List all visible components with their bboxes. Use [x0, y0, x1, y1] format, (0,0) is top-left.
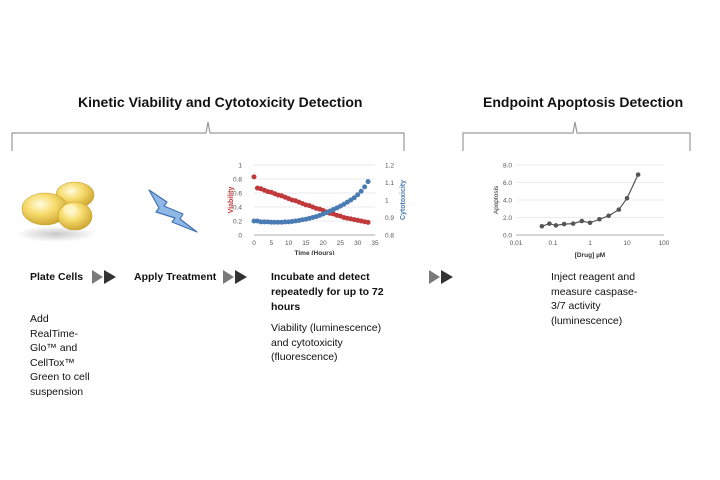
cytotoxicity-point — [268, 219, 274, 225]
cells-icon — [16, 181, 96, 242]
y-tick-label: 6.0 — [503, 180, 512, 187]
cytotoxicity-point — [351, 195, 357, 201]
y-tick-label-left: 1 — [238, 163, 242, 170]
y-axis-title-right: Cytotoxicity — [400, 180, 407, 220]
viability-point — [251, 174, 257, 180]
inject-desc: Inject reagent and measure caspase- 3/7 … — [551, 271, 638, 327]
cytotoxicity-point — [258, 219, 264, 225]
x-tick-label: 0.01 — [510, 240, 523, 247]
endpoint-brace — [462, 121, 691, 151]
y-tick-label-left: 0.8 — [233, 177, 242, 184]
y-tick-label: 0.0 — [503, 233, 512, 240]
y-tick-label-right: 1 — [385, 198, 389, 205]
x-tick-label: 15 — [302, 240, 310, 247]
viability-point — [365, 219, 371, 225]
y-axis-title-left: Viability — [228, 187, 235, 214]
x-axis-title: [Drug] µM — [575, 252, 605, 259]
kinetic-chart: 0 0.2 0.4 0.6 0.8 1 0.8 0.9 1 1.1 1.2 0 5 10 15 20 25 30 3… — [228, 163, 407, 256]
y-tick-label: 2.0 — [503, 215, 512, 222]
incubate-label: Incubate and detect repeatedly for up to… — [271, 271, 384, 313]
apoptosis-point — [553, 223, 559, 228]
double-arrow-icon — [223, 270, 247, 284]
x-tick-label: 10 — [623, 240, 631, 247]
y-tick-label-right: 1.1 — [385, 180, 394, 187]
y-tick-label: 4.0 — [503, 198, 512, 205]
x-axis-title: Time (Hours) — [295, 250, 335, 255]
y-tick-label-right: 0.9 — [385, 215, 394, 222]
cytotoxicity-point — [272, 219, 278, 225]
cytotoxicity-point — [365, 179, 371, 185]
apoptosis-point — [547, 221, 552, 226]
x-tick-label: 30 — [354, 240, 362, 247]
y-tick-label-right: 1.2 — [385, 163, 394, 170]
plate-cells-label: Plate Cells — [30, 271, 84, 283]
y-tick-label: 8.0 — [503, 163, 512, 170]
apply-treatment-label: Apply Treatment — [134, 271, 217, 283]
apoptosis-point — [635, 172, 641, 177]
apoptosis-point — [539, 223, 545, 229]
double-arrow-icon — [429, 270, 453, 284]
x-tick-label: 5 — [269, 240, 273, 247]
apoptosis-point — [624, 195, 630, 201]
x-tick-label: 25 — [337, 240, 345, 247]
apoptosis-point — [587, 220, 593, 226]
kinetic-brace — [11, 121, 405, 151]
double-arrow-icon — [92, 270, 116, 284]
y-tick-label-left: 0.6 — [233, 191, 242, 198]
apoptosis-point — [597, 216, 602, 222]
cytotoxicity-point — [355, 192, 361, 198]
y-axis-title: Apoptosis — [493, 185, 500, 214]
endpoint-title: Endpoint Apoptosis Detection — [483, 94, 684, 110]
lightning-bolt-icon — [148, 189, 198, 233]
cytotoxicity-point — [362, 184, 368, 190]
y-tick-label-left: 0.4 — [233, 205, 242, 212]
kinetic-title: Kinetic Viability and Cytotoxicity Detec… — [78, 94, 363, 110]
y-tick-label-left: 0.2 — [233, 219, 242, 226]
cytotoxicity-point — [358, 188, 364, 194]
x-tick-label: 10 — [285, 240, 293, 247]
y-tick-label-right: 0.8 — [385, 233, 394, 240]
x-tick-label: 1 — [588, 240, 592, 247]
x-tick-label: 0.1 — [548, 240, 557, 247]
x-tick-label: 0 — [252, 240, 256, 247]
x-tick-label: 35 — [371, 240, 379, 247]
x-tick-label: 20 — [320, 240, 328, 247]
plate-cells-desc: Add RealTime- Glo™ and CellTox™ Green to… — [30, 313, 90, 398]
y-tick-label-left: 0 — [238, 233, 242, 240]
cytotoxicity-point — [261, 219, 267, 225]
cytotoxicity-point — [282, 219, 288, 225]
apoptosis-point — [616, 207, 622, 212]
cytotoxicity-point — [275, 219, 281, 225]
apoptosis-point — [561, 221, 567, 227]
apoptosis-point — [606, 213, 611, 219]
apoptosis-point — [570, 221, 576, 226]
incubate-desc: Viability (luminescence) and cytotoxicit… — [271, 322, 382, 363]
apoptosis-chart: 0.0 2.0 4.0 6.0 8.0 0.01 0.1 1 10 100 [Drug] µM Apo… — [493, 163, 670, 260]
cytotoxicity-point — [251, 218, 257, 224]
x-tick-label: 100 — [659, 240, 670, 247]
apoptosis-point — [579, 218, 585, 224]
